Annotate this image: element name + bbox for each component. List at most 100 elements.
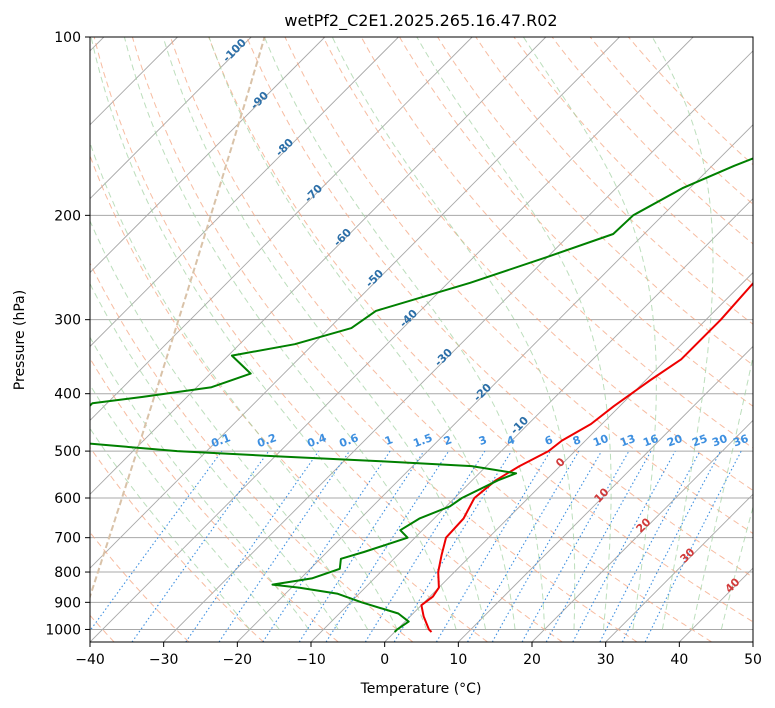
dry-adiabat-label: -90: [248, 89, 271, 112]
x-tick-label: 0: [380, 652, 389, 668]
x-tick-label: −30: [149, 652, 179, 668]
dry-adiabat-line: [93, 37, 563, 642]
y-axis: 100 200 300 400 500 600 700 800 900 1000: [45, 30, 90, 638]
chart-title: wetPf2_C2E1.2025.265.16.47.R02: [284, 11, 557, 31]
moist-adiabat-line: [123, 37, 457, 630]
moist-adiabat-line: [90, 282, 339, 630]
mixing-ratio-line: [521, 450, 630, 642]
mixing-ratio-label: 0.1: [209, 431, 232, 450]
mixing-ratio-line: [262, 450, 391, 642]
dry-adiabat-line: [90, 357, 339, 642]
mixing-ratio-line: [435, 450, 551, 642]
mixing-ratio-label: 25: [690, 432, 709, 449]
moist-adiabat-label: 40: [723, 575, 743, 595]
isotherm-line: [90, 37, 620, 569]
moist-adiabat-line: [90, 141, 398, 630]
dry-adiabat-label: -40: [397, 307, 420, 330]
dry-adiabat-line: [90, 262, 414, 642]
y-axis-label: Pressure (hPa): [12, 290, 28, 390]
mixing-ratio-line: [298, 450, 425, 642]
moist-adiabat-label: 20: [634, 515, 654, 535]
y-tick-label: 500: [54, 444, 81, 460]
y-tick-label: 300: [54, 313, 81, 329]
isotherm-line: [90, 37, 252, 200]
background-line-labels: -100-90-80-70-60-50-40-30-20-100.1 0.2 0.4…: [209, 36, 750, 596]
isotherm-line: [90, 37, 547, 495]
isotherm-line: [605, 493, 753, 642]
dry-adiabat-line: [437, 37, 753, 366]
y-tick-label: 700: [54, 531, 81, 547]
y-tick-label: 800: [54, 565, 81, 581]
dry-adiabat-label: -80: [273, 136, 296, 159]
moist-adiabat-line: [651, 37, 714, 630]
dry-adiabat-label: -100: [220, 36, 249, 65]
mixing-ratio-line: [393, 450, 512, 642]
mixing-ratio-label: 0.6: [337, 431, 360, 450]
mixing-ratio-label: 3: [477, 433, 489, 448]
plot-frame: [89, 36, 754, 643]
mixing-ratio-label: 4: [505, 433, 517, 448]
background-lines: [90, 37, 753, 642]
moist-adiabat-line: [263, 37, 545, 630]
y-tick-label: 100: [54, 30, 81, 46]
mixing-ratio-line: [131, 450, 270, 642]
moist-adiabat-line: [90, 384, 280, 630]
temperature-profile: [420, 281, 753, 633]
mixing-ratio-label: 30: [710, 432, 729, 450]
x-tick-label: 10: [449, 652, 467, 668]
mixing-ratio-line: [644, 450, 742, 642]
mixing-ratio-label: 10: [591, 432, 610, 450]
mixing-ratio-label: 13: [618, 432, 637, 449]
profile-lines: [90, 157, 753, 633]
dry-adiabat-line: [284, 37, 753, 535]
moist-adiabat-line: [522, 37, 657, 630]
ccl-curve: [90, 37, 266, 600]
moist-adiabat-line: [720, 505, 753, 630]
y-tick-label: 400: [54, 387, 81, 403]
y-tick-label: 900: [54, 595, 81, 611]
dry-adiabat-line: [208, 37, 753, 623]
isotherm-line: [90, 37, 473, 421]
x-tick-label: −10: [296, 652, 326, 668]
mixing-ratio-label: 16: [641, 432, 660, 450]
mixing-ratio-line: [599, 450, 701, 642]
dry-adiabat-label: -60: [331, 226, 354, 249]
dry-adiabat-line: [170, 37, 712, 642]
y-tick-label: 1000: [45, 622, 81, 638]
x-tick-label: 50: [744, 652, 762, 668]
isotherm-line: [90, 37, 694, 642]
x-axis-label: Temperature (°C): [360, 681, 482, 697]
moist-adiabat-label: 0: [553, 455, 568, 470]
dry-adiabat-label: -50: [363, 267, 386, 290]
mixing-ratio-label: 1: [383, 433, 395, 448]
mixing-ratio-label: 20: [665, 432, 684, 450]
isotherm-line: [384, 271, 753, 642]
moist-adiabat-line: [162, 37, 487, 630]
mixing-ratio-line: [185, 450, 320, 642]
x-tick-label: 40: [670, 652, 688, 668]
mixing-ratio-line: [90, 450, 223, 632]
dry-adiabat-line: [246, 37, 753, 578]
mixing-ratio-label: 2: [442, 433, 454, 448]
x-tick-label: −40: [75, 652, 105, 668]
moist-adiabat-line: [90, 427, 251, 630]
dry-adiabat-line: [322, 37, 753, 492]
mixing-ratio-line: [545, 450, 652, 642]
dry-adiabat-line: [131, 37, 638, 642]
moist-adiabat-line: [90, 336, 310, 630]
mixing-ratio-label: 36: [731, 432, 750, 450]
isotherm-line: [458, 345, 753, 642]
mixing-ratio-label: 8: [571, 433, 583, 448]
dewpoint-profile: [90, 157, 753, 633]
mixing-ratio-line: [572, 450, 676, 642]
isotherm-line: [531, 419, 753, 642]
dry-adiabat-line: [90, 446, 264, 642]
dry-adiabat-label: -20: [471, 381, 494, 404]
moist-adiabat-line: [90, 219, 369, 630]
isotherm-line: [310, 198, 753, 642]
moist-adiabat-line: [90, 37, 428, 630]
x-tick-label: 20: [523, 652, 541, 668]
isotherm-line: [237, 124, 753, 642]
mixing-ratio-line: [218, 450, 350, 642]
